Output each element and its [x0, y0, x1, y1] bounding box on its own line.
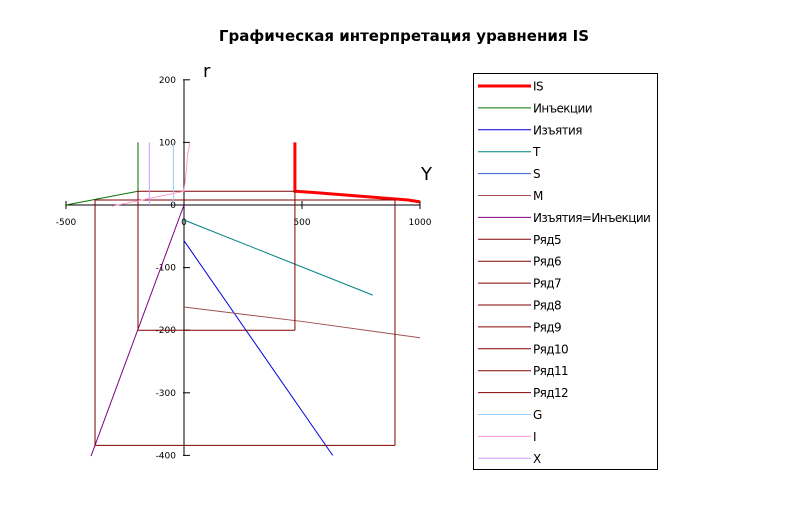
x-axis-label: Y [420, 164, 433, 185]
series-line-1 [293, 142, 421, 204]
y-tick-label: -200 [156, 326, 177, 336]
legend-box [473, 73, 658, 470]
series-line-17 [111, 142, 191, 207]
series-line-2 [65, 142, 139, 206]
legend-label: Ряд8 [533, 299, 561, 313]
series-line-3 [183, 240, 334, 456]
legend-label: M [533, 189, 543, 203]
legend-label: Изъятия [533, 123, 582, 137]
legend-label: I [533, 430, 536, 444]
series-line-6 [183, 306, 421, 339]
y-tick-label: -400 [156, 451, 177, 461]
y-axis-label: r [203, 61, 211, 82]
legend-label: T [532, 145, 541, 159]
y-tick-label: -300 [156, 389, 177, 399]
y-tick-label: 0 [170, 201, 176, 211]
x-tick-label: 0 [181, 218, 187, 228]
legend-label: Ряд11 [533, 364, 568, 378]
chart-title: Графическая интерпретация уравнения IS [219, 27, 589, 45]
y-tick-label: 100 [159, 138, 176, 148]
legend-label: Ряд9 [533, 320, 561, 334]
legend-label: Инъекции [533, 101, 592, 115]
y-tick-label: 200 [159, 76, 176, 86]
legend-label: IS [533, 80, 543, 94]
y-tick-label: -100 [156, 264, 177, 274]
legend-label: Ряд7 [533, 277, 561, 291]
series-line-4 [183, 219, 373, 296]
legend-label: Ряд6 [533, 255, 561, 269]
legend-label: Ряд12 [533, 386, 568, 400]
legend-label: Ряд10 [533, 342, 568, 356]
legend-label: Ряд5 [533, 233, 561, 247]
legend-label: S [533, 167, 540, 181]
legend-label: Изъятия=Инъекции [533, 211, 650, 225]
legend: IS Инъекции Изъятия TSM Изъятия=Инъекции Ряд5… [473, 73, 658, 470]
x-tick-label: -500 [56, 218, 77, 228]
x-tick-label: 1000 [409, 218, 432, 228]
legend-label: G [533, 408, 542, 422]
legend-label: X [533, 452, 541, 466]
x-tick-label: 500 [293, 218, 310, 228]
series-line-7 [90, 204, 185, 457]
